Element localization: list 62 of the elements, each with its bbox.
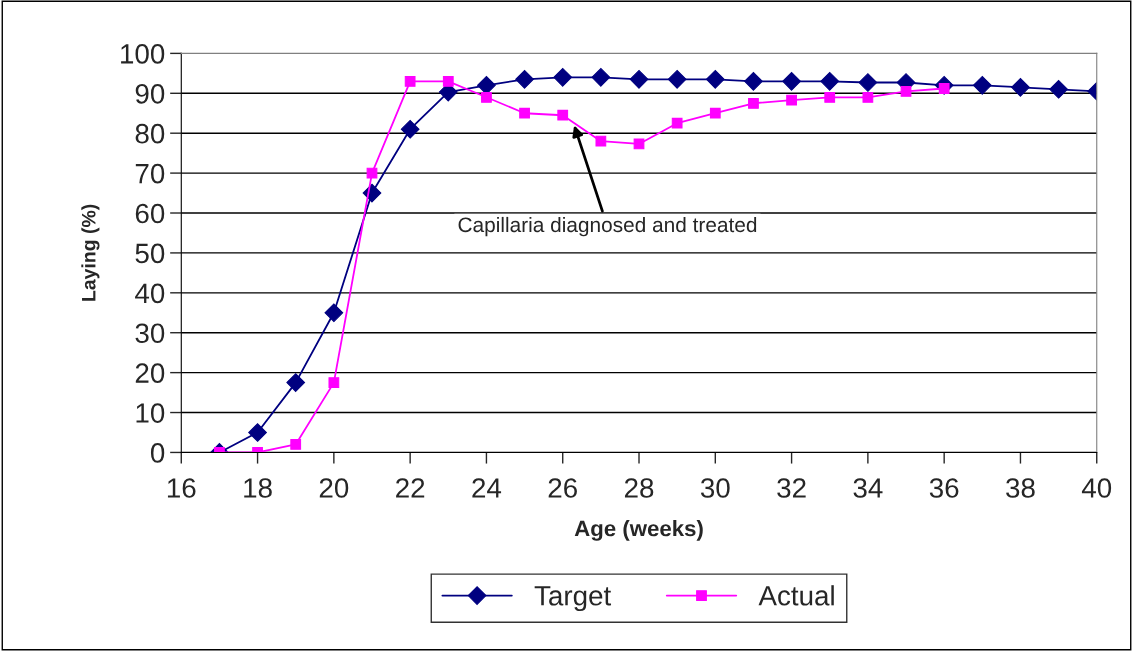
point <box>515 69 534 89</box>
y-tick-label: 10 <box>136 403 165 423</box>
point <box>820 71 840 91</box>
y-tick-label: 70 <box>135 163 165 184</box>
point <box>404 75 416 87</box>
point <box>748 97 759 109</box>
point <box>629 69 649 89</box>
y-tick-label: 60 <box>135 203 165 224</box>
y-tick-label: 100 <box>121 44 165 64</box>
point <box>782 71 801 91</box>
annotation: Capillaria diagnosed and treated <box>458 216 757 237</box>
point <box>442 75 454 87</box>
point <box>286 373 306 392</box>
x-tick-label: 34 <box>853 478 883 498</box>
point <box>328 377 340 388</box>
y-tick-label: 0 <box>150 443 165 463</box>
point <box>671 117 683 129</box>
y-tick-label: 30 <box>135 323 165 344</box>
point <box>786 94 797 106</box>
point <box>858 73 878 92</box>
point <box>595 135 607 147</box>
y-tick-label: 90 <box>135 83 165 104</box>
legend-label: Target <box>534 586 612 612</box>
y-tick-label: 40 <box>135 283 165 304</box>
y-tick-label: 50 <box>135 243 165 264</box>
legend-label: Actual <box>758 585 834 606</box>
point <box>519 107 530 119</box>
point <box>477 75 496 95</box>
y-tick-label: 80 <box>135 123 165 144</box>
point <box>400 119 420 139</box>
point <box>824 91 836 103</box>
x-tick-label: 38 <box>1006 478 1035 498</box>
x-tick-label: 36 <box>929 478 959 498</box>
x-tick-label: 28 <box>624 478 654 498</box>
x-tick-label: 30 <box>700 478 730 498</box>
point <box>667 69 687 89</box>
point <box>709 107 721 119</box>
x-tick-label: 26 <box>548 478 577 498</box>
point <box>324 303 344 323</box>
x-axis-title: Age (weeks) <box>574 520 703 541</box>
point <box>1049 79 1068 99</box>
point <box>744 71 763 91</box>
point <box>481 91 492 103</box>
point <box>248 423 267 442</box>
x-tick-label: 16 <box>167 478 196 498</box>
point <box>705 69 725 89</box>
x-tick-label: 40 <box>1081 478 1112 498</box>
y-axis-title: Laying (%) <box>81 204 100 301</box>
point <box>557 109 569 121</box>
point <box>290 439 302 450</box>
x-tick-label: 24 <box>472 478 502 498</box>
point <box>1011 77 1030 97</box>
y-tick-label: 20 <box>135 363 165 383</box>
point <box>900 85 912 97</box>
point <box>972 75 992 95</box>
x-tick-label: 18 <box>244 478 272 498</box>
point <box>553 67 573 87</box>
x-tick-label: 20 <box>319 478 349 498</box>
point <box>591 67 611 87</box>
x-tick-label: 22 <box>396 478 425 498</box>
point <box>862 91 874 103</box>
x-tick-label: 32 <box>777 478 806 498</box>
